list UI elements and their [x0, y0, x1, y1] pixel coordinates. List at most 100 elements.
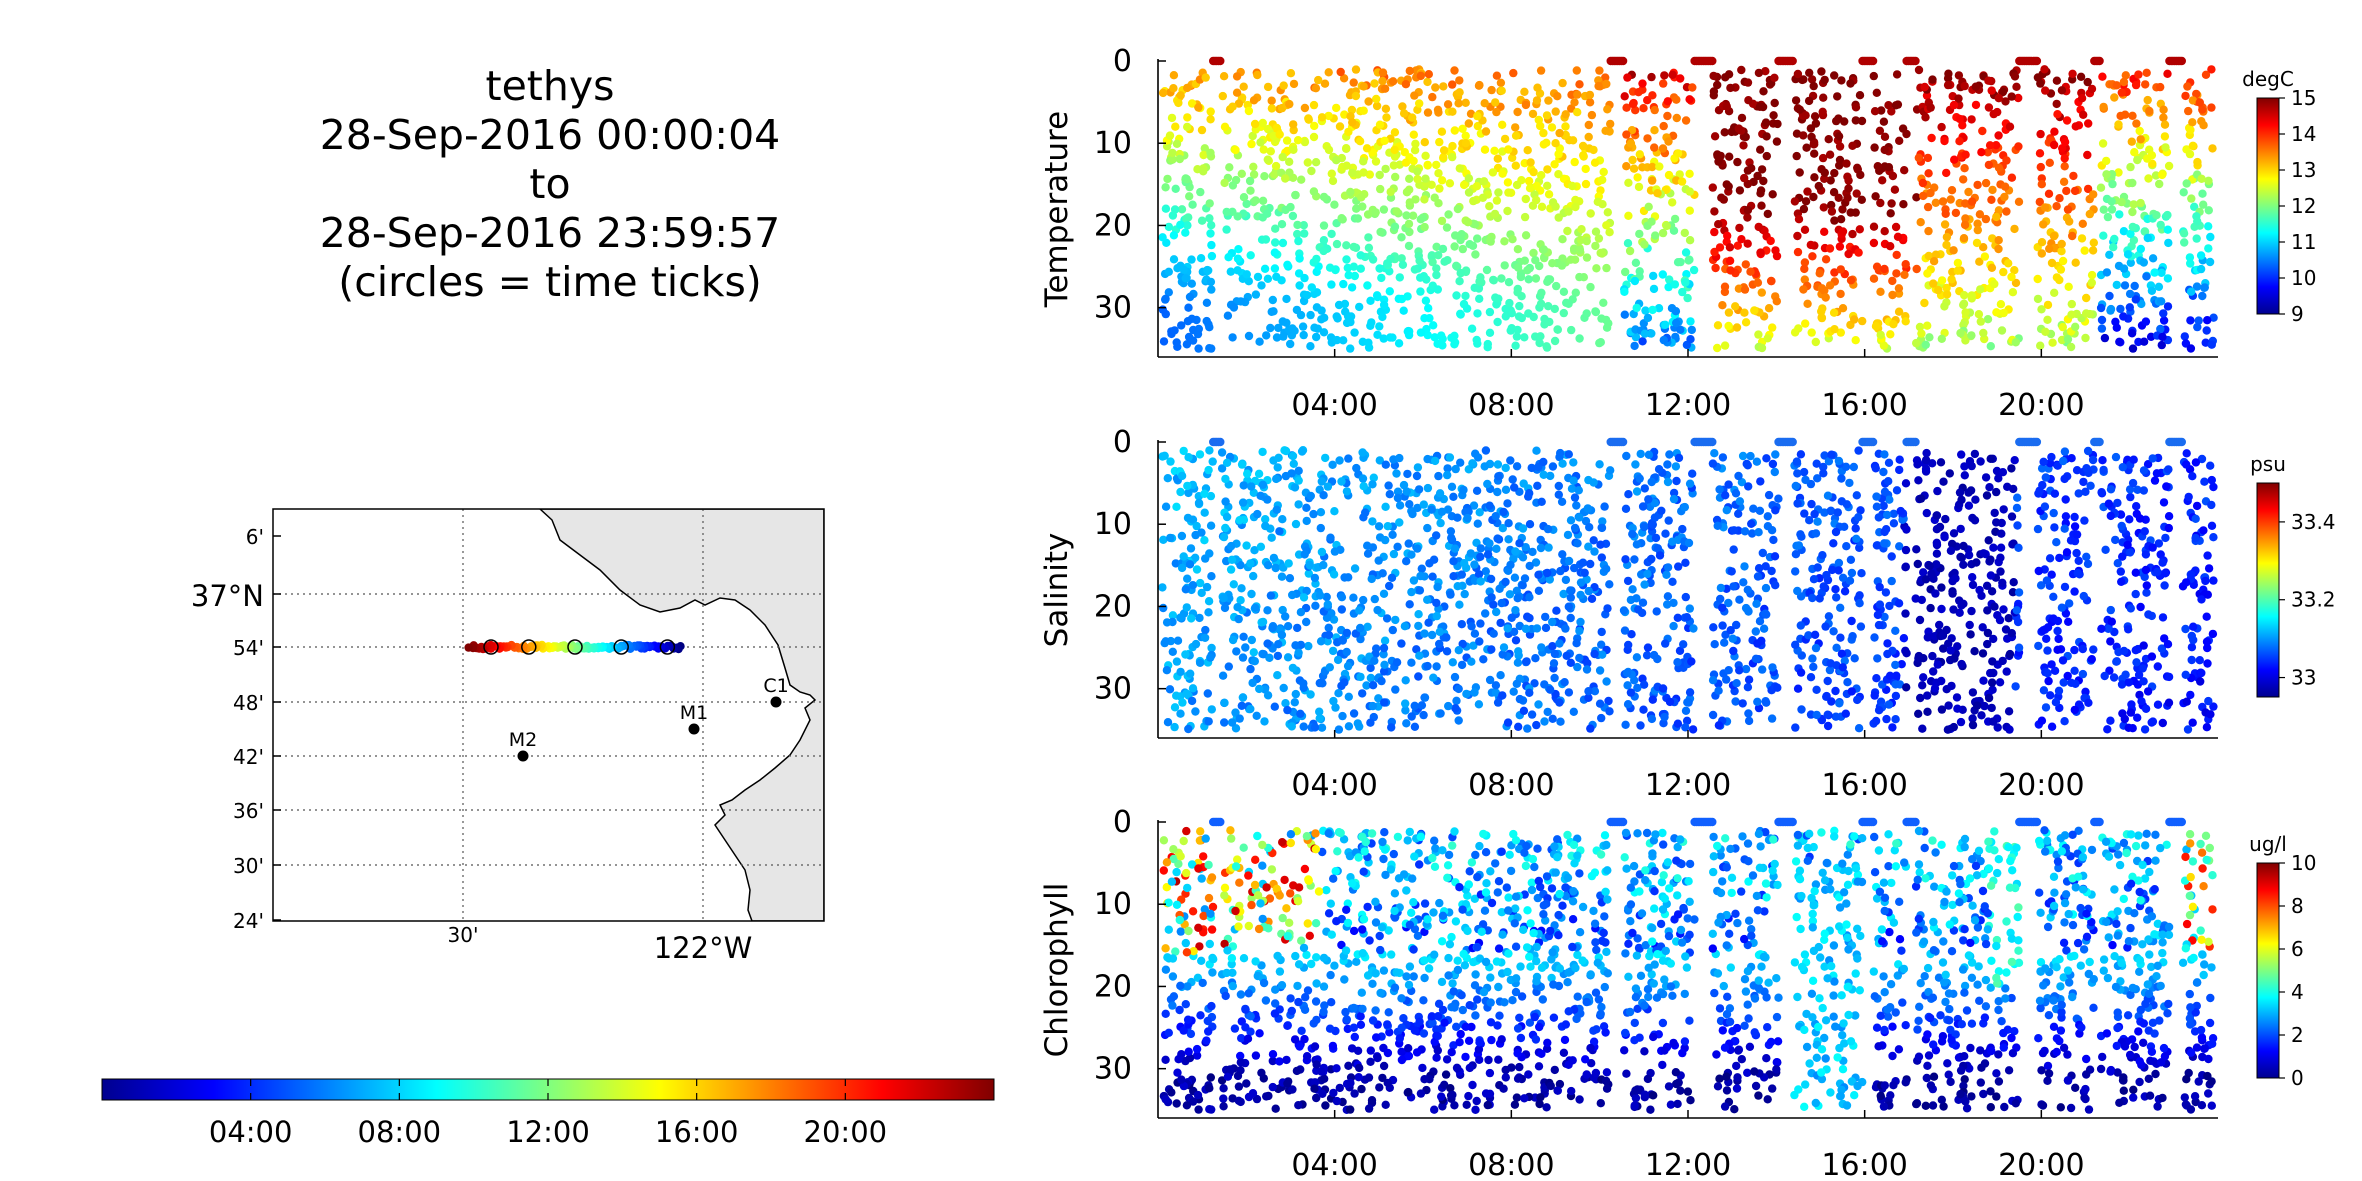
- data-point: [1708, 676, 1718, 685]
- data-point: [2163, 210, 2172, 220]
- data-point: [1290, 698, 1300, 707]
- data-point: [1630, 341, 1639, 351]
- data-point: [1685, 206, 1695, 215]
- data-point: [1597, 713, 1606, 723]
- data-point: [1304, 114, 1313, 123]
- data-point: [2161, 569, 2170, 578]
- data-point: [1836, 265, 1846, 274]
- data-point: [1772, 137, 1782, 146]
- data-point: [1571, 195, 1580, 205]
- data-point: [1855, 599, 1864, 608]
- data-point: [1768, 663, 1777, 672]
- data-point: [2189, 622, 2198, 631]
- surface-point: [1216, 56, 1225, 66]
- data-point: [2133, 485, 2142, 494]
- data-point: [1220, 603, 1230, 613]
- data-point: [1973, 219, 1982, 228]
- data-point: [1485, 328, 1495, 337]
- data-point: [1258, 480, 1268, 489]
- data-point: [1402, 719, 1411, 728]
- data-point: [1455, 88, 1464, 97]
- data-point: [1432, 242, 1441, 251]
- data-point: [1385, 267, 1394, 276]
- data-point: [2148, 454, 2157, 463]
- data-point: [2089, 190, 2098, 199]
- data-point: [1889, 509, 1898, 518]
- data-point: [1603, 208, 1613, 217]
- data-point: [2057, 86, 2067, 95]
- data-point: [1527, 710, 1537, 719]
- data-point: [1880, 539, 1889, 548]
- data-point: [1959, 541, 1968, 551]
- data-point: [1926, 603, 1935, 613]
- data-point: [1359, 106, 1368, 115]
- data-point: [1175, 154, 1185, 164]
- data-point: [1949, 246, 1958, 255]
- data-point: [2081, 333, 2090, 343]
- data-point: [1807, 75, 1817, 84]
- data-point: [1959, 300, 1968, 310]
- data-point: [1658, 270, 1668, 279]
- data-point: [1585, 90, 1595, 100]
- data-point: [1672, 318, 1681, 328]
- data-point: [1525, 613, 1534, 623]
- data-point: [1459, 180, 1469, 190]
- data-point: [1291, 641, 1300, 650]
- data-point: [1555, 639, 1564, 648]
- data-point: [2057, 603, 2067, 612]
- data-point: [1464, 188, 1474, 197]
- data-point: [1676, 74, 1685, 83]
- data-point: [1261, 235, 1271, 244]
- data-point: [1207, 221, 1216, 230]
- data-point: [1587, 594, 1597, 603]
- data-point: [1450, 242, 1459, 251]
- data-point: [1648, 695, 1658, 704]
- data-point: [1359, 82, 1368, 91]
- data-point: [1984, 693, 1994, 703]
- data-point: [1466, 549, 1476, 558]
- data-point: [1762, 454, 1771, 463]
- data-point: [1654, 304, 1664, 313]
- data-point: [2186, 344, 2196, 353]
- data-point: [1918, 724, 1927, 733]
- data-point: [2071, 322, 2080, 331]
- data-point: [1632, 594, 1641, 603]
- data-point: [1556, 448, 1565, 458]
- data-point: [1523, 146, 1532, 155]
- data-point: [1181, 174, 1190, 183]
- data-point: [1891, 222, 1901, 232]
- data-point: [1253, 70, 1262, 80]
- data-point: [1754, 703, 1764, 713]
- data-point: [2128, 344, 2138, 353]
- data-point: [1640, 522, 1649, 532]
- data-point: [1321, 453, 1330, 463]
- data-point: [1671, 462, 1681, 471]
- data-point: [1518, 524, 1528, 533]
- data-point: [1989, 543, 1998, 552]
- data-point: [1347, 283, 1357, 292]
- data-point: [1238, 653, 1248, 662]
- data-point: [1324, 145, 1334, 155]
- data-point: [1405, 500, 1414, 509]
- data-point: [1344, 271, 1353, 280]
- data-point: [1270, 170, 1279, 179]
- data-point: [1271, 563, 1280, 573]
- data-point: [1953, 704, 1962, 713]
- data-point: [1524, 176, 1534, 186]
- data-point: [1281, 699, 1290, 708]
- data-point: [1539, 245, 1549, 254]
- data-point: [1961, 308, 1970, 317]
- data-point: [1330, 507, 1339, 516]
- data-point: [2132, 502, 2141, 511]
- data-point: [1942, 625, 1951, 635]
- data-point: [2043, 623, 2053, 632]
- data-point: [2037, 249, 2047, 258]
- data-point: [1635, 229, 1644, 239]
- data-point: [1312, 254, 1321, 264]
- data-point: [1951, 208, 1961, 218]
- data-point: [2163, 640, 2173, 649]
- data-point: [1414, 621, 1423, 631]
- data-point: [1885, 495, 1894, 504]
- data-point: [1869, 238, 1879, 248]
- data-point: [1437, 507, 1447, 516]
